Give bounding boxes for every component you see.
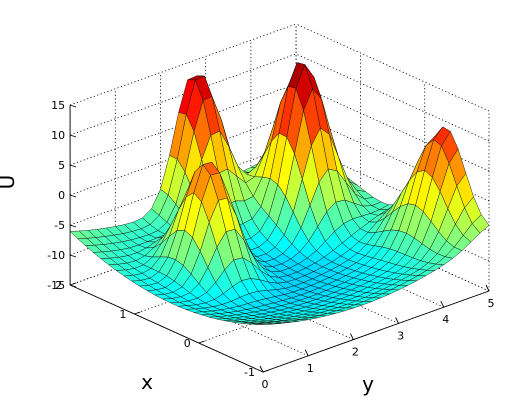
y-tick-label: 1 [307, 362, 314, 375]
x-tick-label: 1 [119, 308, 126, 321]
z-tick-mark [69, 224, 77, 228]
x-axis-label: x [141, 370, 153, 394]
grid-line [69, 23, 297, 106]
z-tick-label: -5 [54, 219, 65, 232]
x-tick-mark [262, 369, 270, 373]
y-axis-label: y [362, 372, 374, 396]
surface-mesh [69, 62, 490, 325]
z-tick-mark [69, 164, 77, 168]
x-tick-label: -1 [244, 366, 255, 379]
x-tick-label: 0 [184, 337, 191, 350]
z-tick-label: 10 [51, 129, 65, 142]
z-tick-label: 5 [58, 159, 65, 172]
z-tick-mark [69, 284, 77, 288]
y-tick-label: 0 [262, 378, 269, 391]
y-tick-mark [440, 300, 445, 308]
z-tick-label: 15 [51, 99, 65, 112]
x-tick-mark [198, 340, 205, 344]
z-tick-mark [69, 134, 77, 138]
z-tick-mark [69, 254, 77, 258]
grid-line [198, 261, 425, 344]
y-tick-label: 4 [442, 313, 449, 326]
grid-line [295, 23, 490, 112]
surface-patch [255, 323, 273, 325]
y-tick-label: 5 [488, 297, 495, 310]
y-tick-mark [259, 365, 264, 373]
y-tick-label: 3 [397, 329, 404, 342]
y-tick-mark [349, 333, 354, 340]
y-tick-label: 2 [352, 346, 359, 359]
grid-line [69, 53, 297, 136]
grid-line [69, 143, 297, 226]
grid-line [69, 83, 297, 166]
y-tick-mark [485, 284, 490, 292]
z-tick-mark [69, 104, 77, 108]
x-axis-line [69, 284, 264, 373]
x-tick-label: 2 [55, 279, 62, 292]
z-axis-label: U [0, 175, 19, 190]
x-tick-mark [69, 282, 77, 286]
z-tick-label: -15 [47, 279, 65, 292]
z-tick-label: -10 [47, 249, 65, 262]
y-tick-mark [304, 349, 309, 357]
y-axis-line [262, 290, 490, 373]
grid-line [69, 203, 297, 286]
x-tick-mark [134, 311, 141, 315]
z-tick-mark [69, 194, 77, 198]
grid-line [69, 113, 297, 196]
y-tick-mark [395, 317, 400, 324]
z-tick-label: 0 [58, 189, 65, 202]
